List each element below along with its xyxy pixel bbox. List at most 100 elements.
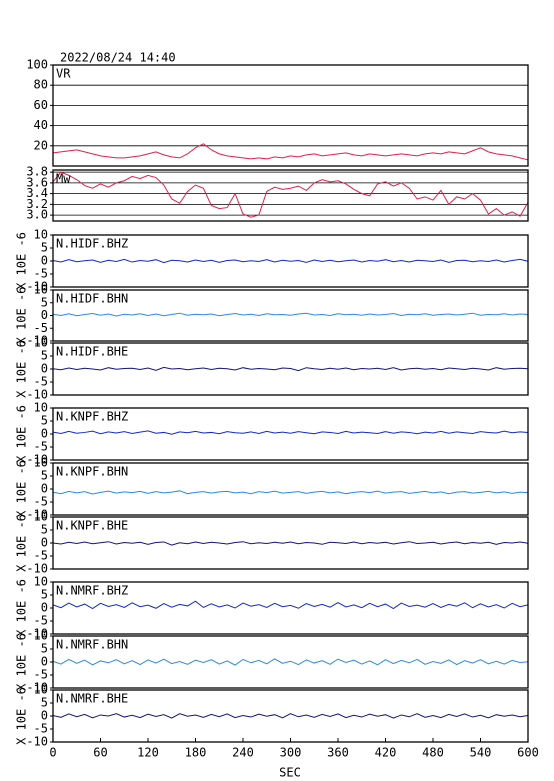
y-tick-label: 80 [34,78,48,92]
panel-frame [52,64,529,167]
data-line [52,258,529,264]
y-tick-label: -10 [26,562,48,576]
y-axis-label: X 10E -6 [15,287,29,345]
y-tick-label: -5 [34,614,48,628]
y-tick-label: 5 [41,469,48,483]
y-tick-label: 10 [34,228,48,242]
y-tick-label: 3.4 [26,186,48,200]
y-tick-label: 10 [34,510,48,524]
y-tick-label: 10 [34,575,48,589]
panel-frame [52,169,529,222]
y-tick-label: 60 [34,98,48,112]
y-tick-label: -5 [34,722,48,736]
panel-frame [52,462,529,516]
y-tick-label: 10 [34,629,48,643]
y-tick-label: -10 [26,334,48,348]
x-tick-label: 540 [470,746,492,760]
panel-label: N.NMRF.BHE [56,692,128,706]
y-tick-label: -5 [34,440,48,454]
y-tick-label: 0 [41,655,48,669]
panel-label: N.KNPF.BHN [56,465,128,479]
y-tick-label: 3.2 [26,197,48,211]
data-line [52,541,529,546]
y-tick-label: 10 [34,336,48,350]
x-tick-label: 300 [280,746,302,760]
data-line [52,490,529,495]
y-axis-label: X 10E -6 [15,340,29,398]
x-tick-label: 0 [49,746,56,760]
panel-label: N.NMRF.BHZ [56,584,128,598]
y-tick-label: -10 [26,627,48,641]
panel-label: Mw [56,172,71,186]
y-tick-label: 0 [41,482,48,496]
y-axis-label: X 10E -6 [15,579,29,637]
x-axis-label: SEC [279,766,301,780]
y-tick-label: 0 [41,536,48,550]
y-tick-label: 0 [41,601,48,615]
y-tick-label: -10 [26,508,48,522]
y-tick-label: -5 [34,495,48,509]
y-tick-label: -10 [26,280,48,294]
y-tick-label: 5 [41,295,48,309]
panel-frame [52,635,529,689]
y-tick-label: -5 [34,549,48,563]
panel-frame [52,407,529,461]
data-line [52,600,529,610]
x-tick-label: 120 [137,746,159,760]
y-tick-label: -5 [34,375,48,389]
y-axis-label: X 10E -6 [15,514,29,572]
y-tick-label: -5 [34,668,48,682]
chart-title: 2022/08/24 14:40 [60,51,176,65]
panel-frame [52,234,529,288]
data-line [52,312,529,317]
x-tick-label: 180 [185,746,207,760]
panel-label: N.KNPF.BHZ [56,410,128,424]
data-line [52,366,529,372]
panel-frame [52,516,529,570]
y-axis-label: X 10E -6 [15,633,29,691]
y-tick-label: 10 [34,283,48,297]
y-tick-label: -10 [26,681,48,695]
y-tick-label: 5 [41,696,48,710]
y-tick-label: 20 [34,138,48,152]
panel-frame [52,581,529,635]
data-line [52,430,529,435]
y-tick-label: 10 [34,683,48,697]
y-tick-label: 5 [41,642,48,656]
y-tick-label: -5 [34,267,48,281]
y-tick-label: 0 [41,709,48,723]
panel-label: N.HIDF.BHZ [56,237,128,251]
y-tick-label: 5 [41,241,48,255]
data-line [52,171,529,218]
y-tick-label: 5 [41,588,48,602]
panel-frame [52,342,529,396]
y-tick-label: 3.8 [26,165,48,179]
y-tick-label: 0 [41,427,48,441]
x-tick-label: 600 [517,746,539,760]
x-tick-label: 60 [93,746,107,760]
panel-frame [52,289,529,342]
y-tick-label: 5 [41,349,48,363]
y-tick-label: 40 [34,118,48,132]
panel-label: VR [56,67,71,81]
x-tick-label: 240 [232,746,254,760]
data-line [52,143,529,161]
y-tick-label: 10 [34,456,48,470]
y-tick-label: 5 [41,523,48,537]
x-tick-label: 480 [422,746,444,760]
x-tick-label: 420 [375,746,397,760]
y-axis-label: X 10E -6 [15,232,29,290]
panel-label: N.NMRF.BHN [56,638,128,652]
y-tick-label: 3.6 [26,175,48,189]
panel-label: N.KNPF.BHE [56,519,128,533]
y-tick-label: 3.0 [26,208,48,222]
y-tick-label: 10 [34,401,48,415]
y-tick-label: 0 [41,308,48,322]
y-axis-label: X 10E -6 [15,687,29,745]
y-tick-label: 100 [26,58,48,72]
x-tick-label: 360 [327,746,349,760]
data-line [52,713,529,719]
y-tick-label: -10 [26,453,48,467]
y-tick-label: 0 [41,362,48,376]
